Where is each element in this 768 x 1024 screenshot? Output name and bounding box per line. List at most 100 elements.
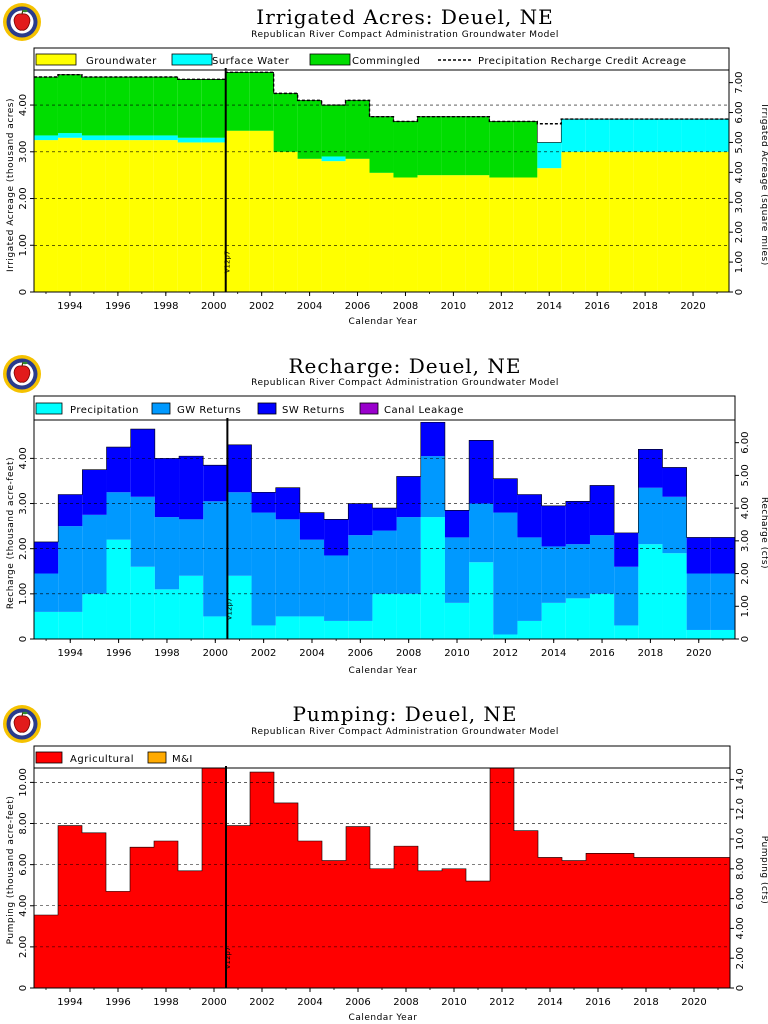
bar-agricultural-2012	[490, 768, 514, 988]
x-tick-label: 2018	[638, 648, 663, 659]
bar-groundwater-1996	[105, 140, 130, 292]
y-tick-label-right: 8.00	[735, 858, 746, 880]
x-tick-label: 2016	[585, 997, 610, 1008]
bar-precipitation-2021	[710, 629, 735, 639]
y-tick-label-right: 0	[735, 985, 746, 991]
bar-sw-returns-2020	[686, 537, 711, 574]
bar-agricultural-2017	[610, 853, 634, 988]
y-tick-label-right: 0	[734, 289, 745, 295]
y-tick-label-right: 2.00	[735, 947, 746, 969]
bar-groundwater-1997	[129, 140, 154, 292]
bar-gw-returns-1998	[154, 517, 180, 590]
bar-sw-returns-2007	[372, 508, 397, 531]
bar-agricultural-2002	[250, 772, 274, 988]
y-tick-label: 1.00	[18, 583, 29, 605]
bar-groundwater-2016	[585, 151, 610, 292]
bar-commingled-2007	[369, 116, 394, 173]
bar-precipitation-2006	[348, 620, 373, 639]
bar-commingled-2005	[321, 105, 346, 157]
x-tick-label: 2004	[297, 301, 322, 312]
bar-agricultural-2019	[658, 857, 682, 988]
bar-gw-returns-2007	[372, 530, 397, 594]
bar-gw-returns-2016	[589, 535, 615, 594]
x-axis-label: Calendar Year	[349, 1013, 418, 1023]
bar-commingled-2011	[465, 116, 490, 176]
bar-sw-returns-2016	[589, 485, 615, 536]
bar-gw-returns-2015	[565, 544, 590, 599]
bar-gw-returns-2002	[251, 512, 276, 626]
chart-subtitle: Republican River Compact Administration …	[251, 30, 559, 40]
x-tick-label: 2018	[633, 997, 658, 1008]
y-tick-label-right: 4.00	[735, 917, 746, 939]
legend-label-sw-returns: SW Returns	[282, 405, 345, 416]
bar-groundwater-1995	[81, 140, 106, 292]
y-tick-label-right: 10.0	[735, 828, 746, 850]
bar-precipitation-2007	[372, 593, 397, 639]
bar-precipitation-2012	[493, 634, 518, 639]
x-tick-label: 2016	[589, 648, 614, 659]
legend-label-groundwater: Groundwater	[86, 56, 157, 67]
plot-border	[33, 419, 736, 640]
y-tick-label: 4.00	[18, 447, 29, 469]
bar-commingled-1996	[105, 77, 130, 136]
bar-gw-returns-2000	[203, 501, 228, 617]
chart-subtitle: Republican River Compact Administration …	[251, 378, 559, 388]
bar-surface-water-1994	[57, 133, 82, 138]
y-tick-label: 2.00	[18, 936, 29, 958]
chart-recharge: Recharge: Deuel, NE Republican River Com…	[2, 354, 768, 676]
bar-agricultural-2005	[322, 860, 346, 988]
bar-groundwater-2003	[273, 151, 298, 292]
bar-commingled-2004	[297, 100, 322, 159]
y-tick-label: 4.00	[18, 895, 29, 917]
bar-agricultural-1993	[34, 915, 58, 988]
legend-label-mi: M&I	[172, 754, 193, 765]
rrca-logo-icon	[2, 2, 42, 42]
legend-swatch-sw-returns	[257, 402, 277, 415]
legend-swatch-groundwater	[35, 53, 77, 66]
bar-surface-water-2019	[657, 119, 682, 152]
bar-precipitation-2015	[565, 598, 590, 639]
x-tick-label: 2012	[489, 301, 514, 312]
bar-groundwater-1999	[177, 142, 202, 292]
bar-precipitation-2011	[469, 562, 494, 639]
bar-sw-returns-1998	[154, 458, 180, 518]
bar-commingled-1997	[129, 77, 154, 136]
bar-groundwater-2019	[657, 151, 682, 292]
bar-surface-water-2021	[705, 119, 729, 152]
chart-title: Pumping: Deuel, NE	[292, 702, 517, 726]
bar-groundwater-2021	[705, 151, 729, 292]
bar-sw-returns-2018	[638, 449, 663, 488]
legend-swatch-surface-water	[171, 53, 213, 66]
bar-precipitation-1999	[179, 575, 204, 639]
bar-agricultural-1999	[178, 870, 202, 988]
x-tick-label: 2014	[537, 301, 562, 312]
x-tick-label: 2000	[201, 997, 226, 1008]
bar-sw-returns-2002	[251, 492, 276, 513]
bar-precipitation-1994	[58, 611, 83, 639]
y-axis-label-right: Pumping (cfs)	[759, 836, 768, 905]
bar-agricultural-2016	[586, 853, 610, 988]
bar-surface-water-2014	[537, 142, 562, 169]
x-tick-label: 2010	[444, 648, 469, 659]
bar-gw-returns-1993	[34, 573, 59, 612]
bar-commingled-2013	[513, 121, 538, 178]
bar-precipitation-2000	[203, 616, 228, 639]
x-tick-label: 2010	[441, 997, 466, 1008]
x-tick-label: 2012	[493, 648, 518, 659]
bar-commingled-2000	[201, 79, 226, 138]
bar-sw-returns-1997	[130, 429, 155, 497]
y-tick-label: 4.00	[18, 94, 29, 116]
bar-gw-returns-2019	[662, 496, 687, 554]
bar-agricultural-1997	[130, 847, 154, 988]
bar-agricultural-1995	[82, 832, 106, 988]
bar-sw-returns-2011	[469, 440, 494, 504]
bar-commingled-1994	[57, 74, 82, 134]
y-axis-label: Recharge (thousand acre-feet)	[6, 457, 16, 609]
bar-surface-water-1997	[129, 135, 154, 141]
x-axis-label: Calendar Year	[349, 317, 418, 327]
bar-gw-returns-2020	[686, 573, 711, 630]
x-tick-label: 2010	[441, 301, 466, 312]
bar-precipitation-2005	[324, 620, 349, 639]
bar-agricultural-2020	[682, 857, 706, 988]
bar-groundwater-2007	[369, 172, 394, 292]
